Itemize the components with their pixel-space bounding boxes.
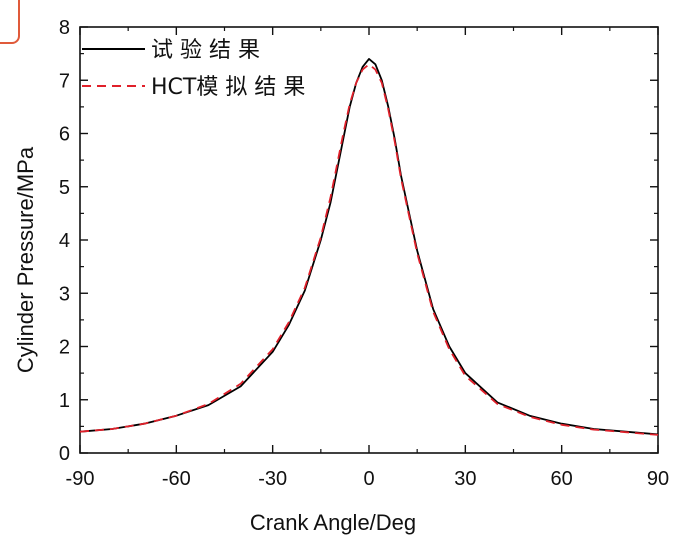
y-tick-labels: 0 1 2 3 4 5 6 7 8 [59, 17, 70, 465]
axis-ticks [79, 26, 659, 454]
y-tick-label: 0 [59, 443, 70, 465]
y-tick-label: 1 [59, 390, 70, 412]
y-axis-title: Cylinder Pressure/MPa [13, 146, 38, 373]
y-tick-label: 6 [59, 124, 70, 146]
x-tick-label: 60 [551, 468, 573, 490]
y-tick-label: 5 [59, 177, 70, 199]
y-tick-label: 8 [59, 17, 70, 39]
y-tick-label: 7 [59, 70, 70, 92]
x-tick-label: -60 [162, 468, 191, 490]
x-tick-label: 30 [454, 468, 476, 490]
series-line-1 [79, 58, 659, 436]
series-lines [79, 58, 659, 436]
series-line-2 [79, 63, 659, 436]
y-tick-label: 4 [59, 230, 70, 252]
x-tick-labels: -90 -60 -30 0 30 60 90 [66, 468, 670, 490]
legend-label-2: HCT模 拟 结 果 [151, 75, 305, 100]
x-tick-label: -90 [66, 468, 95, 490]
y-tick-label: 3 [59, 283, 70, 305]
y-tick-label: 2 [59, 337, 70, 359]
corner-mark [0, 0, 20, 44]
legend-label-1: 试 验 结 果 [151, 38, 260, 63]
x-tick-label: 0 [363, 468, 374, 490]
x-tick-label: 90 [647, 468, 669, 490]
x-tick-label: -30 [258, 468, 287, 490]
x-axis-title: Crank Angle/Deg [250, 510, 416, 535]
legend: 试 验 结 果 HCT模 拟 结 果 [82, 38, 305, 100]
